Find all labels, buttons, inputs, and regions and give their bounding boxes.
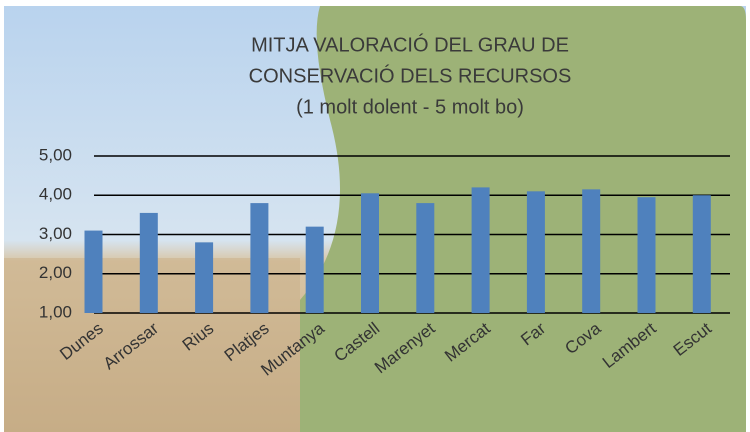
bar (582, 189, 601, 313)
bar (195, 242, 214, 313)
bar (361, 193, 379, 313)
bar (250, 203, 269, 313)
bar (416, 203, 435, 313)
green-panel (300, 6, 746, 432)
y-tick-label: 5,00 (39, 145, 72, 164)
chart-title: MITJA VALORACIÓ DEL GRAU DE (251, 33, 569, 56)
bar (692, 195, 711, 313)
bar (84, 230, 103, 313)
bar (471, 187, 490, 313)
chart-title: CONSERVACIÓ DELS RECURSOS (249, 64, 572, 87)
bar (139, 212, 158, 313)
bar (637, 197, 656, 313)
bar (526, 191, 545, 313)
chart-subtitle: (1 molt dolent - 5 molt bo) (296, 96, 524, 118)
y-tick-label: 1,00 (39, 302, 72, 321)
bar (305, 226, 324, 313)
y-tick-label: 2,00 (39, 263, 72, 282)
y-tick-label: 4,00 (39, 185, 72, 204)
y-tick-label: 3,00 (39, 224, 72, 243)
